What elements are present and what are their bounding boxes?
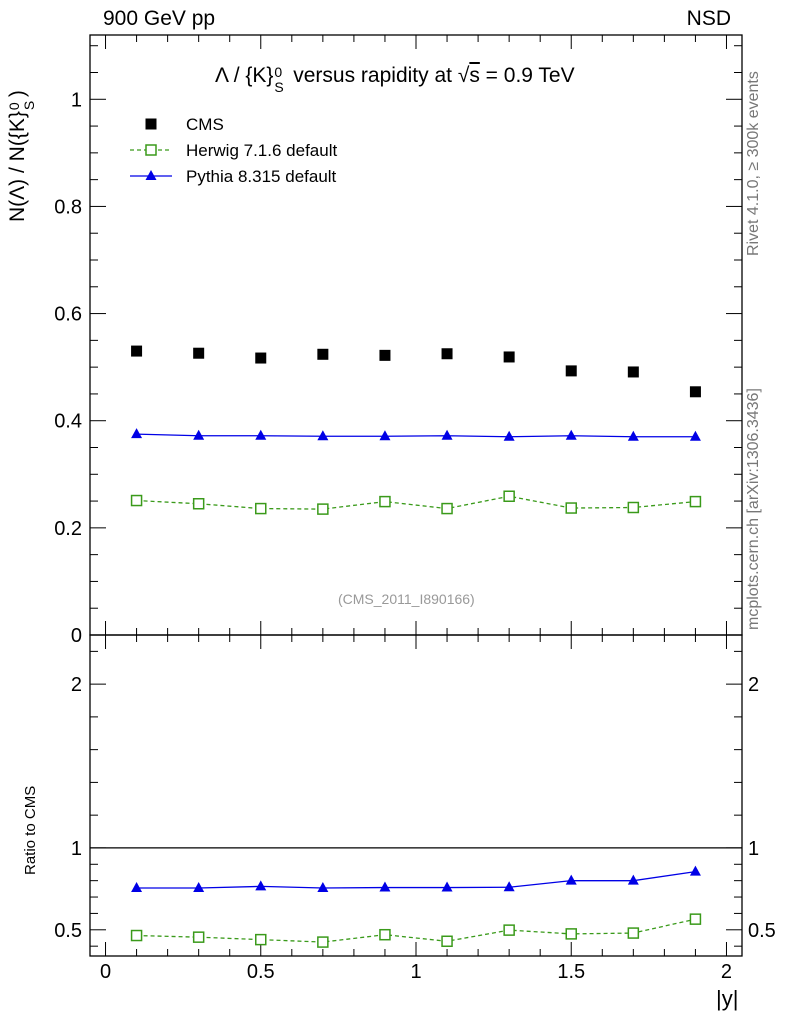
main-cms-point (379, 349, 391, 361)
main-cms-point (317, 348, 329, 360)
title-sub: S (274, 79, 284, 95)
ratio-pythia-point (689, 865, 701, 876)
ratio-pythia-point (565, 874, 577, 885)
main-herwig-point (565, 502, 577, 514)
x-tick-label: 0.5 (247, 961, 275, 983)
header-right-label: NSD (686, 7, 731, 30)
analysis-watermark: (CMS_2011_I890166) (338, 591, 475, 607)
main-cms-point (689, 386, 701, 398)
legend-herwig-label: Herwig 7.1.6 default (186, 141, 337, 160)
ratio-herwig-point (689, 913, 702, 925)
ratio-herwig-point (627, 927, 640, 939)
main-cms-point (503, 351, 515, 363)
x-tick-label: 1.5 (557, 961, 585, 983)
main-pythia-line (136, 433, 696, 438)
main-herwig-line (136, 495, 696, 510)
ratio-pythia-point (379, 881, 391, 892)
x-tick-label: 2 (721, 961, 732, 983)
ratio-pythia-point (627, 874, 639, 885)
main-y-tick-label: 0.6 (54, 304, 82, 326)
legend-pythia-label: Pythia 8.315 default (186, 167, 337, 186)
main-herwig-point (130, 494, 143, 507)
main-pythia-point (441, 429, 453, 440)
main-cms-point (441, 348, 453, 360)
ratio-pythia-point (193, 882, 205, 893)
x-axis-label: |y| (716, 986, 739, 1011)
main-pythia-point (689, 430, 701, 441)
header-left-label: 900 GeV pp (103, 7, 216, 30)
main-y-tick-label: 0 (71, 625, 82, 647)
ratio-herwig-point (441, 935, 453, 948)
main-pythia-point (317, 430, 329, 441)
main-pythia-point (131, 428, 143, 439)
x-tick-label: 1 (410, 961, 421, 983)
ratio-y-tick-label-left: 0.5 (54, 920, 82, 942)
main-herwig-point (317, 503, 329, 515)
x-tick-label: 0 (100, 961, 111, 983)
ratio-pythia-point (317, 882, 329, 893)
legend-cms-label: CMS (186, 115, 224, 134)
title-sup: 0 (274, 64, 283, 80)
chart-title: Λ / {K} 0 S versus rapidity at √s = 0.9 Te… (215, 64, 575, 95)
legend-herwig-marker (145, 144, 157, 156)
ratio-herwig-point (192, 931, 205, 943)
main-cms-point (193, 347, 205, 359)
ratio-pythia-point (503, 881, 515, 892)
ratio-pythia-point (441, 881, 453, 892)
ratio-y-tick-label-left: 1 (71, 838, 82, 860)
ratio-y-tick-label-right: 1 (748, 838, 759, 860)
main-cms-point (131, 345, 143, 357)
title-lead: Λ / {K} (215, 64, 274, 87)
main-herwig-point (255, 502, 267, 515)
title-tail: = 0.9 TeV (479, 64, 575, 87)
main-pythia-point (627, 430, 639, 441)
main-cms-point (255, 352, 267, 364)
main-cms-point (627, 366, 639, 378)
main-pythia-point (565, 429, 577, 440)
main-pythia-point (255, 429, 267, 440)
ratio-pythia-point (255, 880, 267, 891)
ratio-herwig-point (130, 929, 143, 942)
ratio-herwig-line (136, 918, 696, 943)
ratio-herwig-point (379, 928, 391, 941)
legend-cms-marker (145, 118, 157, 130)
main-herwig-point (627, 501, 640, 514)
ratio-herwig-point (255, 933, 267, 946)
main-herwig-point (441, 502, 453, 515)
ratio-y-tick-label-left: 2 (71, 674, 82, 696)
title-s: s (469, 64, 480, 87)
main-herwig-point (503, 490, 515, 502)
ratio-y-tick-label-right: 2 (748, 674, 759, 696)
title-sqrt: √ (457, 64, 470, 87)
title-mid: versus rapidity at (287, 64, 458, 87)
legend-pythia-marker (145, 170, 157, 180)
ratio-pythia-line (136, 871, 696, 889)
ratio-herwig-point (317, 936, 329, 948)
ratio-y-tick-label-right: 0.5 (748, 920, 776, 942)
main-y-tick-label: 0.8 (54, 196, 82, 218)
main-y-tick-label: 0.2 (54, 518, 82, 540)
main-pythia-point (379, 430, 391, 441)
main-herwig-point (689, 495, 702, 508)
main-pythia-point (193, 429, 205, 440)
ratio-plot-frame (89, 634, 743, 957)
main-pythia-point (503, 430, 515, 441)
main-y-tick-label: 0.4 (54, 411, 82, 433)
main-cms-point (565, 365, 577, 377)
ratio-herwig-point (503, 924, 515, 936)
main-herwig-point (379, 495, 391, 508)
main-herwig-point (192, 498, 205, 510)
main-y-tick-label: 1 (71, 89, 82, 111)
ratio-herwig-point (565, 928, 577, 940)
ratio-pythia-point (131, 882, 143, 893)
